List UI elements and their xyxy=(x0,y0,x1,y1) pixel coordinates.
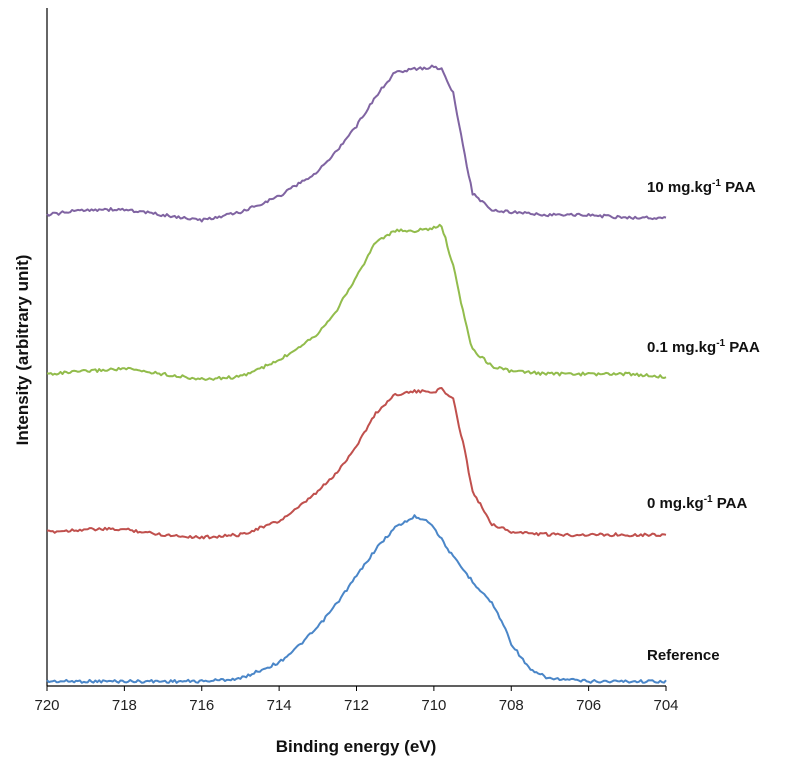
series-line-1 xyxy=(47,387,667,540)
series-label-part: -1 xyxy=(712,178,721,189)
x-tick-label: 718 xyxy=(112,697,137,714)
series-label-part: 0.1 mg.kg xyxy=(647,339,716,356)
series-label-part: 0 mg.kg xyxy=(647,495,704,512)
series-label-part: -1 xyxy=(716,338,725,349)
series-line-0 xyxy=(46,514,667,684)
series-label-0: Reference xyxy=(647,647,720,664)
x-tick-label: 710 xyxy=(421,697,446,714)
x-tick-label: 704 xyxy=(653,697,678,714)
x-tick-label: 712 xyxy=(344,697,369,714)
series-label-part: -1 xyxy=(704,494,713,505)
series-line-3 xyxy=(46,64,667,223)
series-label-part: Reference xyxy=(647,647,720,664)
series-layer xyxy=(46,64,667,684)
series-line-2 xyxy=(46,223,667,381)
axes-layer: 720 718 716 714 712 710 708 706 704 xyxy=(34,8,679,714)
x-tick-label: 716 xyxy=(189,697,214,714)
series-label-2: 0.1 mg.kg-1 PAA xyxy=(647,338,760,356)
x-axis-title: Binding energy (eV) xyxy=(276,737,437,756)
series-label-3: 10 mg.kg-1 PAA xyxy=(647,178,756,196)
y-axis-title: Intensity (arbitrary unit) xyxy=(13,255,32,446)
series-label-part: PAA xyxy=(725,339,760,356)
series-label-part: PAA xyxy=(721,179,756,196)
x-tick-label: 708 xyxy=(499,697,524,714)
series-label-part: 10 mg.kg xyxy=(647,179,712,196)
x-tick-label: 714 xyxy=(267,697,292,714)
series-label-part: PAA xyxy=(713,495,748,512)
series-label-1: 0 mg.kg-1 PAA xyxy=(647,494,747,512)
x-tick-label: 706 xyxy=(576,697,601,714)
x-tick-label: 720 xyxy=(34,697,59,714)
